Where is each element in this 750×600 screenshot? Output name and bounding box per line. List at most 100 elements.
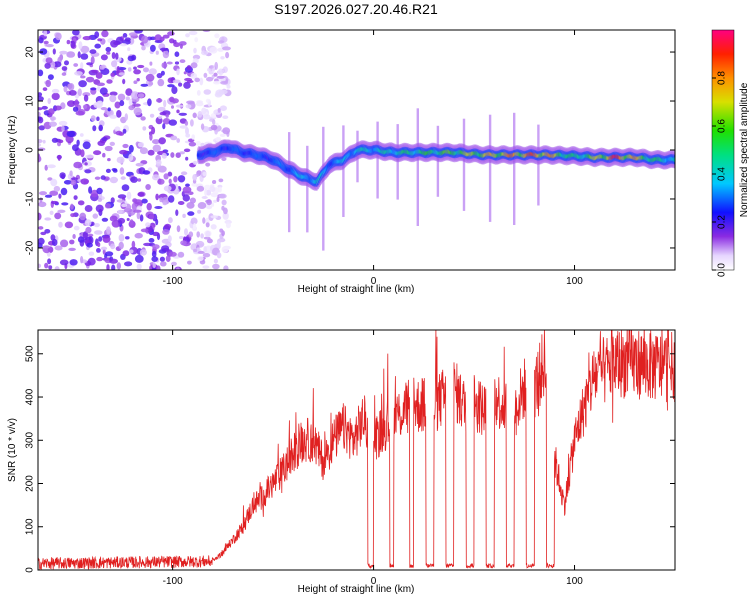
spectrogram-noise-cell — [202, 171, 207, 177]
spectrogram-noise-cell — [47, 258, 52, 265]
spectrogram-noise-cell — [149, 61, 153, 66]
spectrogram-noise-cell — [218, 178, 224, 183]
spectrogram-noise-cell — [221, 205, 225, 211]
spectrogram-noise-cell — [118, 72, 125, 76]
spectrogram-noise-cell — [152, 144, 161, 153]
spectrogram-noise-cell — [155, 218, 159, 226]
spectrogram-noise-cell — [38, 263, 42, 268]
spectrogram-noise-cell — [42, 139, 46, 144]
spectrogram-noise-cell — [38, 116, 44, 124]
snr-ticks: -100 0 100 0 100 200 300 400 500 — [25, 330, 675, 587]
spectrogram-noise-cell — [130, 176, 138, 183]
spectrogram-noise-cell — [100, 54, 108, 61]
spectrogram-noise-cell — [202, 114, 211, 120]
spectrogram-noise-cell — [110, 40, 119, 48]
figure-title: S197.2026.027.20.46.R21 — [274, 1, 438, 17]
spectrogram-noise-cell — [60, 187, 68, 196]
colorbar-tick-label: 0.2 — [717, 215, 728, 229]
spectrogram-noise-cell — [148, 238, 155, 243]
spectrogram-noise-cell — [88, 251, 95, 256]
spectrogram-noise-cell — [208, 65, 214, 69]
spectrogram-noise-cell — [130, 91, 139, 99]
spectrogram-noise-cell — [159, 111, 167, 116]
spectrogram-ylabel: Frequency (Hz) — [7, 116, 18, 185]
spectrogram-xtick-label: 100 — [566, 276, 583, 287]
spectrogram-noise-cell — [168, 178, 172, 184]
spectrogram-noise-cell — [200, 233, 204, 239]
spectrogram-noise-cell — [59, 172, 66, 179]
spectrogram-noise-cell — [73, 63, 79, 67]
spectrogram-noise-cell — [203, 89, 212, 95]
spectrogram-noise-cell — [47, 177, 53, 181]
spectrogram-noise-cell — [170, 152, 175, 158]
spectrogram-noise-cell — [203, 246, 207, 253]
spectrogram-noise-cell — [186, 100, 195, 105]
spectrogram-noise-cell — [205, 230, 211, 238]
spectrogram-noise-cell — [38, 95, 44, 102]
spectrogram-noise-cell — [90, 115, 96, 122]
spectrogram-streak — [537, 124, 540, 206]
spectrogram-noise-cell — [137, 93, 145, 98]
spectrogram-noise-cell — [162, 118, 171, 125]
spectrogram-noise-cell — [188, 231, 194, 238]
spectrogram-noise-cell — [61, 125, 65, 132]
spectrogram-noise-cell — [77, 88, 82, 97]
spectrogram-noise-cell — [105, 168, 111, 173]
spectrogram-noise-cell — [121, 184, 130, 192]
spectrogram-noise-cell — [157, 78, 165, 87]
spectrogram-noise-cell — [140, 116, 146, 121]
spectrogram-noise-cell — [180, 240, 187, 246]
colorbar-ticks: 0.0 0.2 0.4 0.6 0.8 — [712, 71, 728, 277]
spectrogram-noise-cell — [162, 123, 166, 130]
spectrogram-noise-cell — [120, 176, 126, 180]
snr-ylabel: SNR (10 * v/v) — [7, 418, 18, 482]
spectrogram-noise-cell — [87, 257, 96, 266]
spectrogram-noise-cell — [105, 251, 114, 257]
spectrogram-noise-cell — [146, 202, 152, 211]
spectrogram-noise-cell — [88, 186, 93, 194]
spectrogram-noise-cell — [222, 46, 231, 51]
spectrogram-noise-cell — [77, 236, 85, 243]
spectrogram-noise-cell — [119, 167, 125, 175]
spectrogram-noise-cell — [102, 152, 106, 158]
spectrogram-streak — [462, 118, 466, 211]
spectrogram-noise-cell — [94, 31, 100, 39]
spectrogram-noise-cell — [80, 53, 89, 60]
spectrogram-noise-cell — [216, 75, 225, 79]
spectrogram-noise-cell — [70, 40, 76, 49]
spectrogram-noise-cell — [47, 74, 54, 80]
spectrogram-noise-cell — [59, 50, 68, 55]
spectrogram-noise-cell — [205, 98, 210, 103]
spectrogram-noise-cell — [222, 127, 231, 135]
spectrogram-noise-cell — [197, 256, 204, 262]
spectrogram-noise-cell — [196, 90, 201, 96]
spectrogram-noise-cell — [222, 115, 229, 119]
spectrogram-noise-cell — [98, 236, 103, 242]
snr-ytick-label: 400 — [25, 388, 36, 405]
spectrogram-noise-cell — [160, 261, 167, 267]
spectrogram-noise-cell — [179, 59, 186, 63]
spectrogram-noise-cell — [73, 225, 80, 231]
spectrogram-noise-cell — [55, 32, 62, 41]
spectrogram-noise-cell — [47, 164, 56, 169]
spectrogram-noise-cell — [187, 211, 195, 216]
spectrogram-noise-cell — [50, 200, 59, 205]
spectrogram-noise-cell — [188, 30, 198, 36]
spectrogram-noise-cell — [162, 201, 167, 206]
spectrogram-noise-cell — [155, 50, 159, 55]
spectrogram-noise-cell — [69, 170, 73, 177]
spectrogram-noise-cell — [145, 73, 155, 82]
spectrogram-noise-cell — [139, 249, 147, 256]
spectrogram-noise-cell — [175, 209, 179, 216]
spectrogram-noise-cell — [147, 149, 155, 156]
spectrogram-noise-cell — [202, 253, 211, 258]
spectrogram-noise-cell — [157, 165, 167, 173]
spectrogram-streak — [342, 125, 345, 217]
spectrogram-noise-cell — [53, 61, 62, 68]
snr-plot-area — [38, 330, 675, 570]
spectrogram-noise-cell — [190, 217, 198, 225]
spectrogram-noise-cell — [213, 80, 221, 85]
spectrogram-noise-cell — [171, 98, 179, 104]
spectrogram-noise-cell — [209, 186, 216, 192]
